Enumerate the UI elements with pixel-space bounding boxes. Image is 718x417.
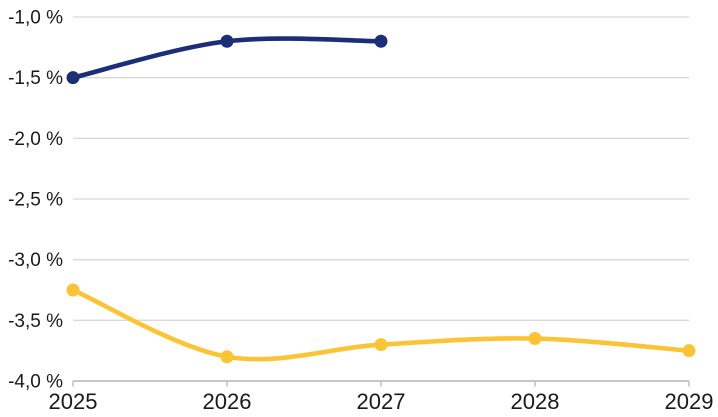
- data-point-marker-yellow-line: [220, 350, 234, 364]
- data-point-marker-yellow-line: [66, 283, 80, 297]
- y-axis-tick-label: -3,0 %: [8, 250, 63, 271]
- data-point-marker-dark-blue-line: [220, 34, 234, 48]
- data-point-marker-dark-blue-line: [66, 71, 80, 85]
- x-axis-tick-label: 2028: [511, 389, 560, 414]
- data-point-marker-yellow-line: [374, 338, 388, 352]
- x-axis-tick-label: 2029: [665, 389, 714, 414]
- y-axis-tick-label: -4,0 %: [8, 372, 63, 393]
- x-axis-tick-label: 2026: [203, 389, 252, 414]
- x-axis-tick-label: 2025: [49, 389, 98, 414]
- y-axis-tick-label: -2,0 %: [8, 129, 63, 150]
- data-point-marker-dark-blue-line: [374, 34, 388, 48]
- y-axis-tick-label: -3,5 %: [8, 311, 63, 332]
- y-axis-tick-label: -1,5 %: [8, 68, 63, 89]
- y-axis-tick-label: -2,5 %: [8, 190, 63, 211]
- x-axis-tick-label: 2027: [357, 389, 406, 414]
- data-point-marker-yellow-line: [682, 344, 696, 358]
- y-axis-tick-label: -1,0 %: [8, 8, 63, 29]
- data-point-marker-yellow-line: [528, 332, 542, 346]
